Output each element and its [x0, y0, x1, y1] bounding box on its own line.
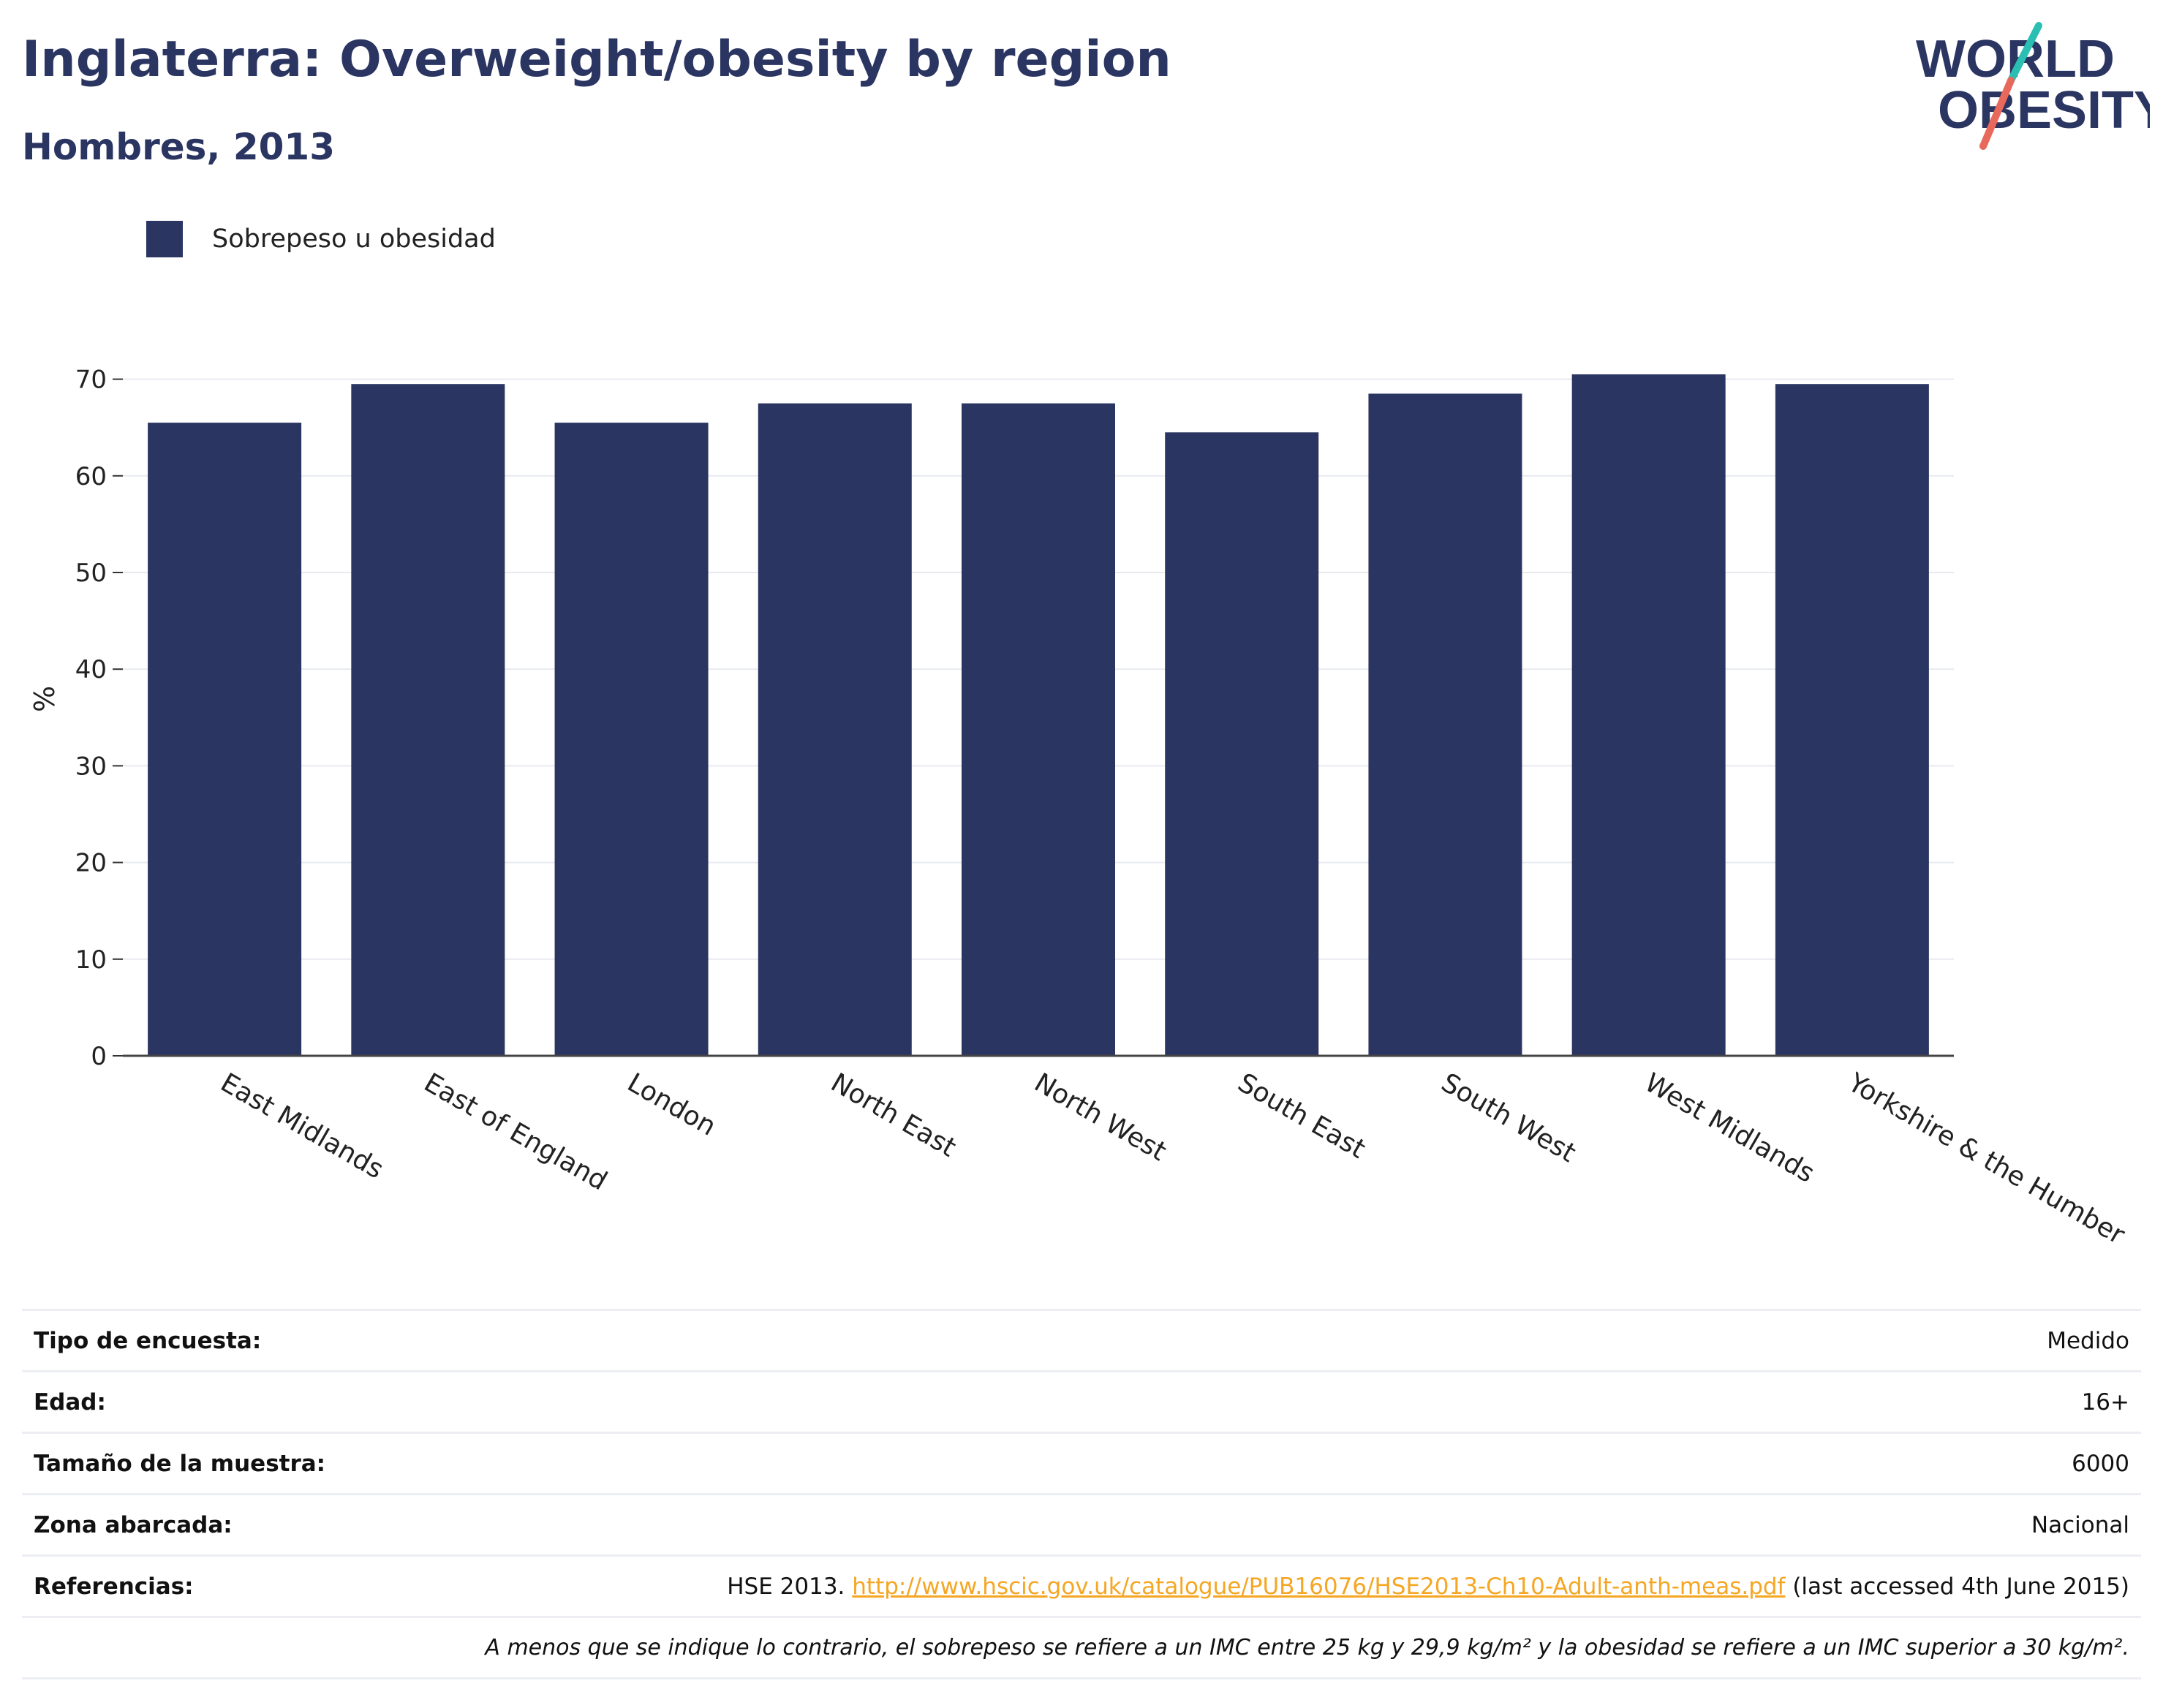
legend-swatch	[146, 221, 183, 257]
x-tick-label: North East	[826, 1068, 961, 1163]
page-title: Inglaterra: Overweight/obesity by region	[22, 31, 1171, 88]
info-value: Medido	[405, 1309, 2141, 1372]
reference-prefix: HSE 2013.	[727, 1573, 853, 1600]
info-key: Edad:	[22, 1370, 406, 1433]
world-obesity-logo: WORLD OBESITY	[1916, 22, 2150, 150]
x-tick-label: North West	[1030, 1068, 1171, 1167]
info-value: Nacional	[405, 1493, 2141, 1556]
bar-4	[962, 403, 1115, 1056]
info-row: Edad: 16+	[22, 1370, 2141, 1433]
page-subtitle: Hombres, 2013	[22, 126, 335, 168]
bar-8	[1775, 384, 1929, 1056]
bar-1	[351, 384, 505, 1056]
y-axis-label: %	[29, 686, 61, 712]
logo-slash-teal	[2007, 22, 2042, 84]
info-table: Tipo de encuesta: Medido Edad: 16+ Tamaño de…	[22, 1309, 2141, 1679]
y-tick-label: 40	[75, 655, 107, 684]
bar-0	[148, 423, 302, 1056]
info-key: Tipo de encuesta:	[22, 1309, 406, 1372]
x-tick-label: West Midlands	[1639, 1068, 1819, 1189]
info-key: Tamaño de la muestra:	[22, 1432, 406, 1494]
y-tick-label: 10	[75, 945, 107, 975]
info-value: 16+	[405, 1370, 2141, 1433]
y-tick-label: 20	[75, 849, 107, 878]
info-row-references: Referencias: HSE 2013. http://www.hscic.g…	[22, 1554, 2141, 1617]
bar-chart: 0 10 20 30 40 50 60 70% East Midlands East of Eng…	[29, 366, 2130, 1251]
legend-label: Sobrepeso u obesidad	[212, 224, 496, 254]
x-tick-label: Yorkshire & the Humber	[1843, 1068, 2130, 1251]
bar-3	[758, 403, 912, 1056]
info-value: HSE 2013. http://www.hscic.gov.uk/catalo…	[405, 1554, 2141, 1617]
y-tick-label: 0	[91, 1042, 107, 1071]
bar-6	[1368, 393, 1522, 1056]
chart-legend: Sobrepeso u obesidad	[146, 217, 496, 261]
bar-7	[1571, 374, 1726, 1056]
reference-suffix: (last accessed 4th June 2015)	[1785, 1573, 2129, 1600]
x-tick-label: East Midlands	[216, 1068, 389, 1184]
info-row: Tipo de encuesta: Medido	[22, 1309, 2141, 1372]
x-tick-label: South West	[1436, 1068, 1581, 1168]
logo-slash-coral	[1979, 77, 2015, 150]
info-key: Zona abarcada:	[22, 1493, 406, 1556]
info-row: Tamaño de la muestra: 6000	[22, 1432, 2141, 1494]
info-row-note: A menos que se indique lo contrario, el …	[22, 1616, 2141, 1679]
info-key: Referencias:	[22, 1554, 406, 1617]
bar-5	[1165, 432, 1319, 1056]
reference-link[interactable]: http://www.hscic.gov.uk/catalogue/PUB160…	[852, 1573, 1786, 1600]
logo-line-2: OBESITY	[1938, 81, 2150, 140]
x-tick-label: South East	[1233, 1068, 1370, 1164]
x-tick-label: London	[622, 1068, 721, 1141]
info-value: 6000	[405, 1432, 2141, 1494]
footnote: A menos que se indique lo contrario, el …	[22, 1616, 2141, 1679]
y-tick-label: 50	[75, 559, 107, 588]
x-tick-label: East of England	[419, 1068, 612, 1196]
y-tick-label: 70	[75, 366, 107, 395]
bar-2	[554, 423, 709, 1056]
y-tick-label: 30	[75, 752, 107, 781]
info-row: Zona abarcada: Nacional	[22, 1493, 2141, 1556]
y-tick-label: 60	[75, 462, 107, 491]
